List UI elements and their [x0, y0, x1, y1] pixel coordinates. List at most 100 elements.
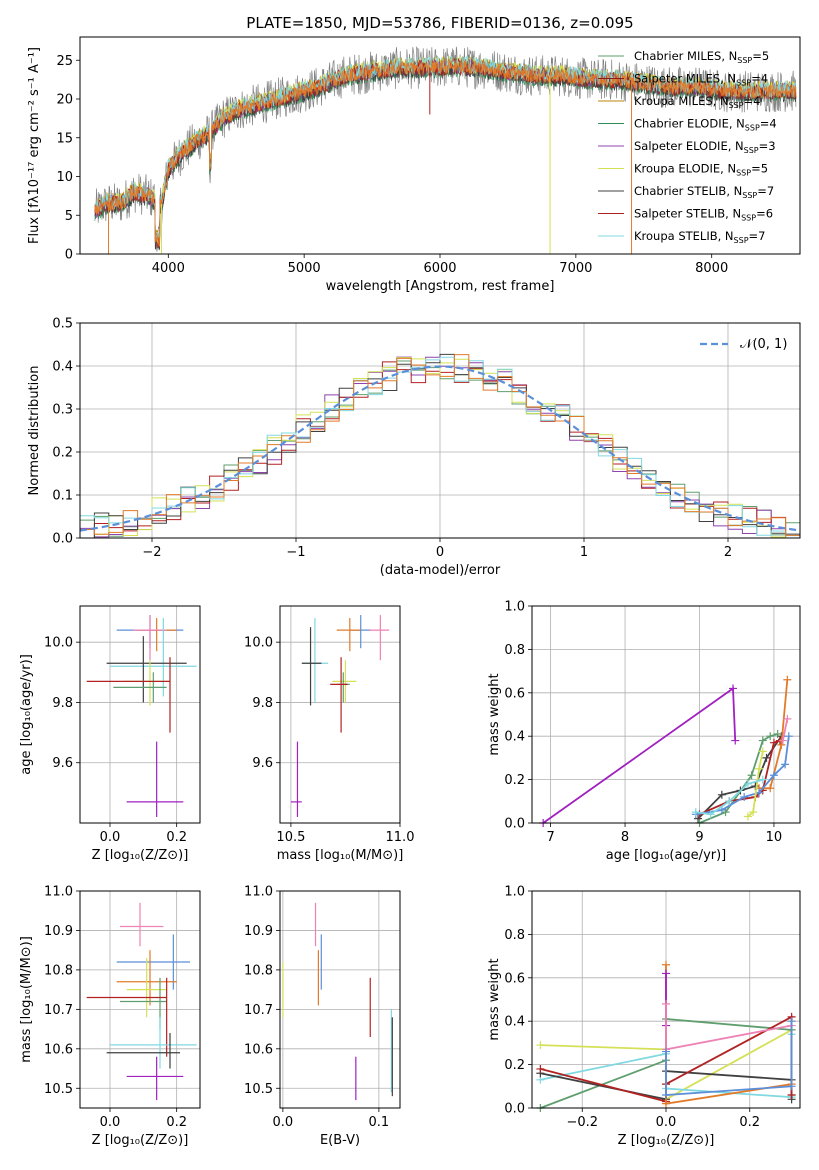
y-tick-label: 10.7	[44, 1003, 73, 1018]
weight-marker	[758, 736, 767, 745]
axes-frame	[79, 890, 201, 1109]
x-tick-label: 0.0	[100, 1115, 121, 1130]
y-tick-label: 10.9	[44, 924, 73, 939]
histogram-steps	[80, 353, 800, 538]
normal-reference-curve	[80, 365, 800, 532]
weight-marker	[758, 775, 767, 784]
x-tick-label: 10	[766, 830, 783, 845]
weight-marker	[766, 732, 775, 741]
weight-series-line	[665, 964, 792, 1105]
y-tick-label: 10.0	[244, 636, 273, 651]
weight-marker	[783, 675, 792, 684]
x-tick-label: 0.0	[273, 1115, 294, 1130]
mass_vs_ebv-errorbars	[282, 902, 393, 1101]
legend-entry: Salpeter STELIB, NSSP=6	[634, 207, 773, 223]
weight-marker	[758, 747, 767, 756]
legend-entry: Chabrier STELIB, NSSP=7	[634, 184, 774, 200]
x-tick-label: 0	[436, 545, 444, 560]
mass_vs_ebv-axes: 0.0 0.1 10.5 10.6 10.7 10.8 10.9 11.0 E(B-V)	[244, 885, 400, 1148]
legend-entry: Salpeter ELODIE, NSSP=3	[634, 139, 776, 155]
x-tick-label: 1	[580, 545, 588, 560]
axes-frame	[279, 890, 401, 1109]
y-tick-label: 0.5	[52, 317, 73, 332]
y-tick-label: 10.5	[44, 1082, 73, 1097]
y-tick-label: 10.8	[244, 963, 273, 978]
y-tick-label: 11.0	[244, 885, 273, 900]
weight-marker	[787, 1090, 796, 1099]
chart-title: PLATE=1850, MJD=53786, FIBERID=0136, z=0…	[246, 14, 633, 32]
legend-entry: Chabrier ELODIE, NSSP=4	[634, 117, 777, 133]
x-tick-label: 0.0	[100, 830, 121, 845]
y-tick-label: 0.2	[52, 446, 73, 461]
y-axis-label: Flux [fλ10⁻¹⁷ erg cm⁻² s⁻¹ A⁻¹]	[27, 47, 42, 244]
x-axis-label: age [log₁₀(age/yr)]	[606, 848, 727, 863]
spectrum-lines	[94, 46, 797, 254]
y-tick-label: 9.6	[52, 756, 73, 771]
y-tick-label: 5	[65, 209, 73, 224]
weight-marker	[725, 797, 734, 806]
weight-marker	[740, 792, 749, 801]
x-tick-label: 9	[695, 830, 703, 845]
weight-marker	[787, 1082, 796, 1091]
y-axis-label: age [log₁₀(age/yr)]	[19, 654, 34, 775]
y-axis-label: mass [log₁₀(M/M⊙)]	[19, 936, 34, 1063]
y-tick-label: 10.6	[44, 1042, 73, 1057]
weight-marker	[536, 1041, 545, 1050]
y-axis-label: mass weight	[487, 958, 502, 1040]
y-tick-label: 10.6	[244, 1042, 273, 1057]
weight-marker	[694, 814, 703, 823]
axes-frame	[79, 322, 801, 539]
age_vs_mass-errorbars	[290, 615, 390, 817]
weight-marker	[778, 736, 787, 745]
y-tick-label: 1.0	[504, 600, 525, 615]
x-tick-label: −0.2	[566, 1115, 598, 1130]
legend-entry: Kroupa MILES, NSSP=4	[634, 94, 760, 110]
weight-marker	[662, 1090, 670, 1099]
y-tick-label: 0.8	[504, 928, 525, 943]
y-tick-label: 9.6	[252, 756, 273, 771]
weight-series-line	[665, 1021, 793, 1096]
weight_vs_Z-lines	[536, 960, 796, 1112]
weight-marker	[747, 771, 756, 780]
legend-entry: 𝒩(0, 1)	[740, 337, 787, 352]
y-tick-label: 9.8	[52, 696, 73, 711]
weight-marker	[662, 999, 670, 1008]
mass_vs_Z-errorbars	[86, 902, 197, 1101]
residuals-axes: −2 −1 0 1 2 0.0 0.1 0.2 0.3 0.4 0.5 (data-model)/er…	[27, 317, 800, 578]
weight-marker	[731, 736, 740, 745]
axes-frame	[531, 890, 801, 1109]
x-axis-label: Z [log₁₀(Z/Z⊙)]	[92, 848, 189, 863]
model-line	[94, 58, 797, 247]
y-tick-label: 15	[56, 131, 73, 146]
age_vs_mass-axes: 10.5 11.0 9.6 9.8 10.0 mass [log₁₀(M/M⊙)]	[244, 606, 414, 863]
weight-marker	[766, 784, 775, 793]
y-tick-label: 11.0	[44, 885, 73, 900]
legend-entry: Salpeter MILES, NSSP=4	[634, 72, 768, 88]
legend-entry: Kroupa ELODIE, NSSP=5	[634, 162, 768, 178]
y-tick-label: 10	[56, 170, 73, 185]
y-tick-label: 0.6	[504, 971, 525, 986]
weight-marker	[769, 738, 778, 747]
y-tick-label: 10.7	[244, 1003, 273, 1018]
weight-marker	[787, 1017, 796, 1026]
weight-marker	[691, 808, 700, 817]
weight-marker	[729, 684, 737, 693]
x-tick-label: −2	[142, 545, 161, 560]
x-tick-label: 11.0	[386, 830, 415, 845]
x-tick-label: 5000	[288, 261, 321, 276]
y-axis-label: Normed distribution	[27, 366, 42, 496]
x-tick-label: 0.2	[166, 1115, 187, 1130]
axes-frame	[79, 605, 201, 824]
weight-marker	[662, 1099, 670, 1108]
x-axis-label: Z [log₁₀(Z/Z⊙)]	[618, 1133, 715, 1148]
y-tick-label: 0.0	[52, 532, 73, 547]
y-tick-label: 0	[65, 248, 73, 263]
y-tick-label: 9.8	[252, 696, 273, 711]
y-tick-label: 0.8	[504, 643, 525, 658]
axes-frame	[79, 36, 801, 255]
y-tick-label: 0.4	[504, 1015, 525, 1030]
x-tick-label: 0.2	[166, 830, 187, 845]
x-tick-label: 2	[724, 545, 732, 560]
y-tick-label: 10.0	[44, 636, 73, 651]
legend-entry: Chabrier MILES, NSSP=5	[634, 49, 769, 65]
